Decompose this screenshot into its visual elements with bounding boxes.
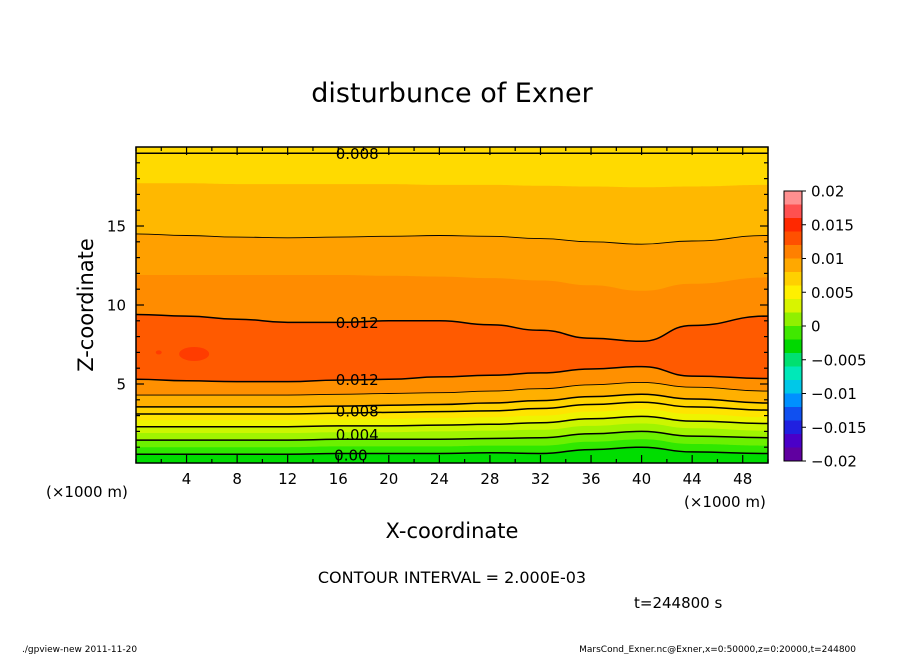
x-tick-label: 36 xyxy=(581,470,600,488)
colorbar-cell xyxy=(784,204,802,218)
field-bands xyxy=(136,147,768,463)
x-tick-label: 48 xyxy=(733,470,752,488)
colorbar-tick-label: −0.01 xyxy=(811,385,857,403)
footer-right: MarsCond_Exner.nc@Exner,x=0:50000,z=0:20… xyxy=(579,645,856,654)
colorbar-ticks: 0.02 0.015 0.01 0.005 0 −0.005 −0.01 −0.015 −0.0… xyxy=(802,183,867,471)
colorbar-tick-label: 0.005 xyxy=(811,284,854,302)
contour-line xyxy=(136,365,768,383)
colorbar-cell xyxy=(784,299,802,313)
contour-line xyxy=(136,381,768,396)
colorbar-cell xyxy=(784,339,802,353)
colorbar-cell xyxy=(784,191,802,205)
colorbar-tick-label: −0.015 xyxy=(811,419,867,437)
x-tick-label: 8 xyxy=(232,470,242,488)
colorbar-cell xyxy=(784,285,802,299)
y-tick-label: 15 xyxy=(107,218,126,236)
colorbar-cells xyxy=(784,191,802,461)
x-tick-label: 12 xyxy=(278,470,297,488)
x-tick-label: 32 xyxy=(531,470,550,488)
contour-line xyxy=(136,401,768,415)
colorbar-tick-label: 0.02 xyxy=(811,183,844,201)
contour-label: 0.012 xyxy=(336,371,379,389)
x-tick-label: 16 xyxy=(329,470,348,488)
colorbar-cell xyxy=(784,447,802,461)
colorbar-tick-label: 0 xyxy=(811,318,821,336)
contour-label: 0.008 xyxy=(336,145,379,163)
colorbar-cell xyxy=(784,231,802,245)
chart-title: disturbunce of Exner xyxy=(311,78,593,109)
colorbar-tick-label: −0.005 xyxy=(811,351,867,369)
contour-line xyxy=(136,446,768,456)
x-tick-label: 44 xyxy=(683,470,702,488)
contour-label: 0.008 xyxy=(336,402,379,420)
y-tick-label: 5 xyxy=(116,376,126,394)
x-axis-ticks: 4 8 12 16 20 24 28 32 36 40 44 48 xyxy=(135,147,769,488)
colorbar-cell xyxy=(784,312,802,326)
x-tick-label: 40 xyxy=(632,470,651,488)
colorbar-tick-label: 0.015 xyxy=(811,216,854,234)
contour-line xyxy=(136,393,768,408)
x-unit-left: (×1000 m) xyxy=(46,483,128,501)
colorbar-cell xyxy=(784,326,802,340)
contour-labels: 0.008 0.012 0.012 0.008 0.004 0.00 xyxy=(334,145,378,465)
colorbar-cell xyxy=(784,407,802,421)
colorbar-tick-label: 0.01 xyxy=(811,250,844,268)
contour-label: 0.00 xyxy=(334,447,367,465)
x-tick-label: 28 xyxy=(480,470,499,488)
colorbar: 0.02 0.015 0.01 0.005 0 −0.005 −0.01 −0.015 −0.0… xyxy=(783,183,867,471)
contour-interval-text: CONTOUR INTERVAL = 2.000E-03 xyxy=(318,568,586,587)
colorbar-cell xyxy=(784,272,802,286)
field-local-max xyxy=(179,346,210,361)
contour-line xyxy=(136,415,768,428)
colorbar-cell xyxy=(784,380,802,394)
colorbar-cell xyxy=(784,353,802,367)
y-axis-ticks: 5 10 15 xyxy=(107,162,768,448)
contour-line xyxy=(136,313,768,343)
time-text: t=244800 s xyxy=(634,594,722,612)
field-band xyxy=(136,447,768,463)
colorbar-cell xyxy=(784,393,802,407)
colorbar-cell xyxy=(784,218,802,232)
x-tick-label: 24 xyxy=(430,470,449,488)
colorbar-tick-label: −0.02 xyxy=(811,453,857,471)
contour-label: 0.004 xyxy=(336,426,379,444)
x-unit-right: (×1000 m) xyxy=(684,493,766,511)
colorbar-cell xyxy=(784,245,802,259)
contour-label: 0.012 xyxy=(336,314,379,332)
x-tick-label: 20 xyxy=(379,470,398,488)
x-tick-label: 4 xyxy=(182,470,192,488)
contour-line xyxy=(136,430,768,441)
colorbar-cell xyxy=(784,366,802,380)
field-local-max xyxy=(155,350,162,355)
colorbar-cell xyxy=(784,434,802,448)
y-axis-label: Z-coordinate xyxy=(74,238,98,372)
x-axis-label: X-coordinate xyxy=(386,519,519,543)
colorbar-cell xyxy=(784,420,802,434)
contour-line xyxy=(136,233,768,245)
colorbar-cell xyxy=(784,258,802,272)
footer-left: ./gpview-new 2011-11-20 xyxy=(22,645,137,654)
y-tick-label: 10 xyxy=(107,297,126,315)
